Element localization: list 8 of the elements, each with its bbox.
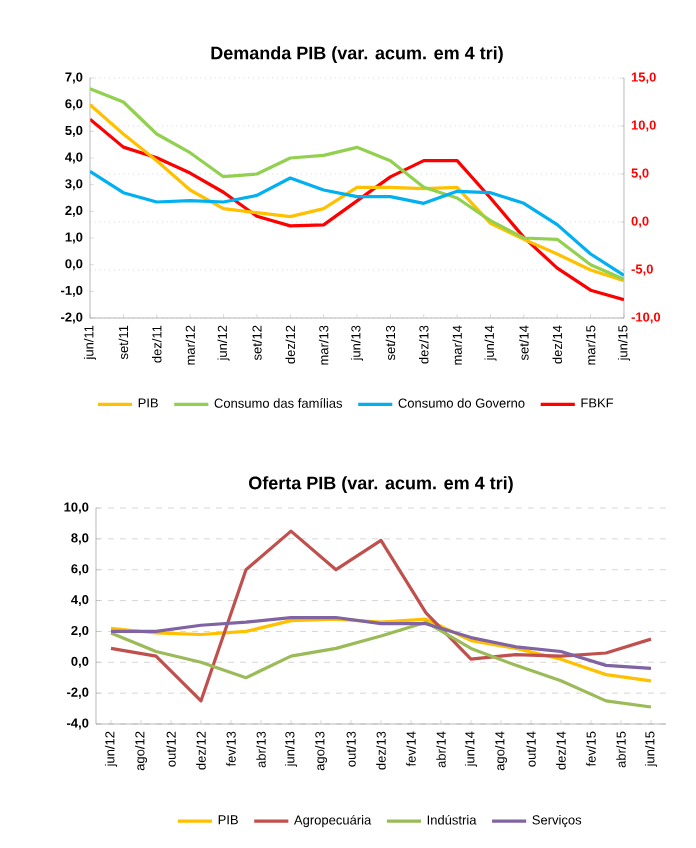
line-series: [90, 117, 624, 302]
line-series: [90, 169, 624, 277]
chart-title: Oferta PIB (var. acum. em 4 tri): [249, 476, 513, 493]
line-series: [109, 529, 653, 703]
line-series: [109, 617, 653, 683]
chart-title: Demanda PIB (var. acum. em 4 tri): [211, 46, 503, 63]
line-series: [109, 615, 653, 671]
line-series: [109, 620, 653, 709]
